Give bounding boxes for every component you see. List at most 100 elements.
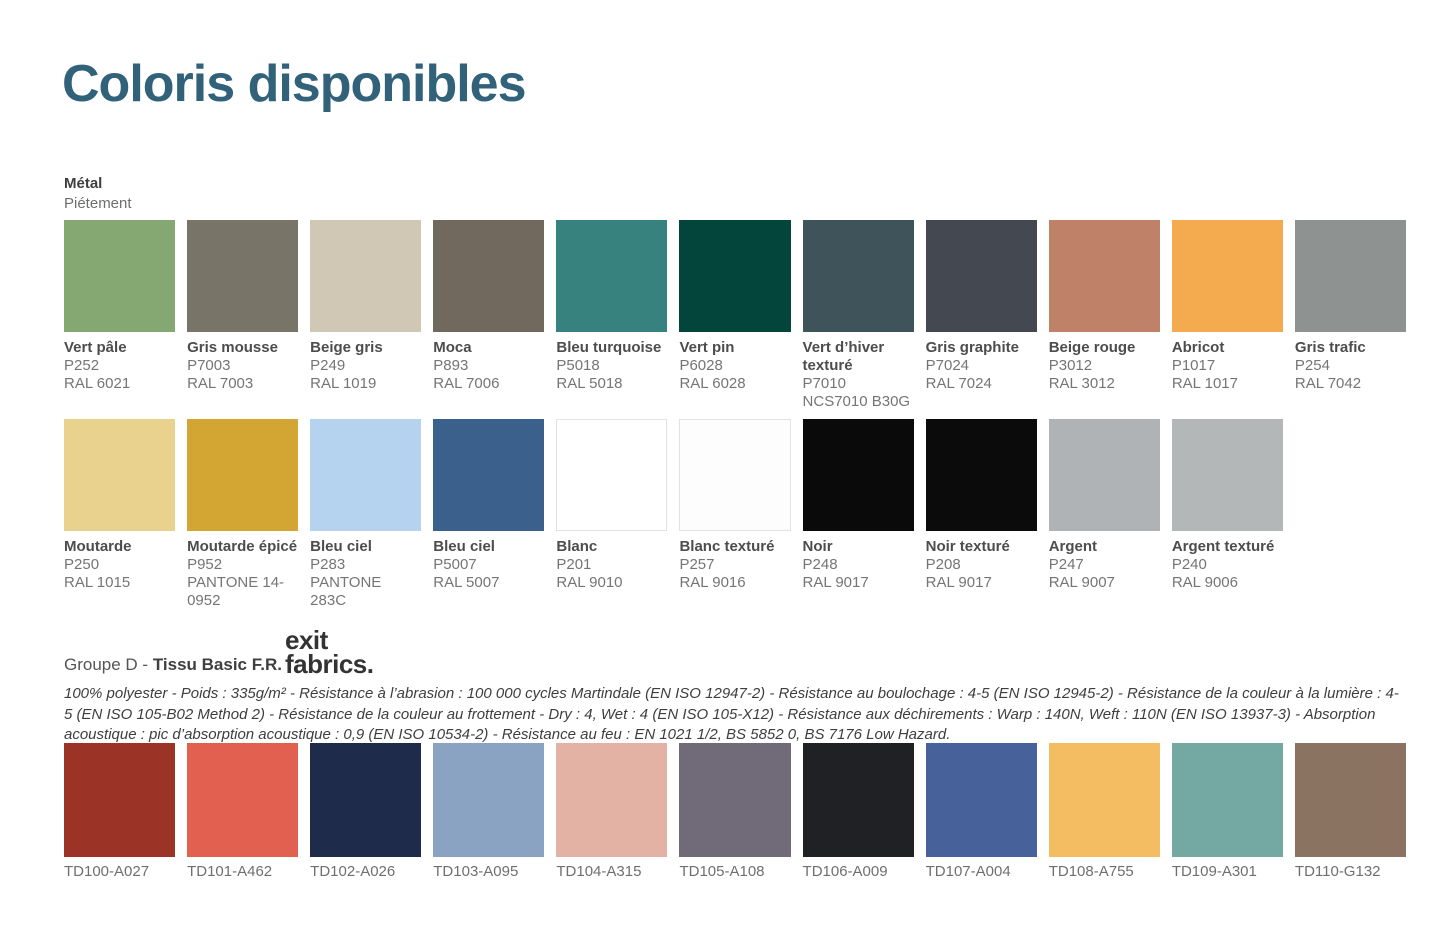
fabric-code: TD108-A755 bbox=[1048, 863, 1134, 880]
color-swatch bbox=[679, 220, 791, 332]
fabric-code: TD109-A301 bbox=[1171, 863, 1257, 880]
metal-swatch-cell: Blanc texturé P257 RAL 9016 bbox=[679, 419, 791, 610]
swatch-code-secondary: RAL 9017 bbox=[802, 574, 869, 591]
swatch-code-primary: P248 bbox=[802, 556, 838, 573]
fabric-color-swatch bbox=[1171, 743, 1283, 857]
fabric-group-prefix: Groupe D - bbox=[64, 655, 153, 674]
color-swatch bbox=[1048, 419, 1160, 531]
swatch-code-secondary: RAL 1015 bbox=[64, 574, 131, 591]
swatch-code-secondary: RAL 1019 bbox=[310, 375, 377, 392]
metal-swatch-cell: Vert pâle P252 RAL 6021 bbox=[64, 220, 176, 411]
swatch-code-secondary: RAL 9007 bbox=[1048, 574, 1115, 591]
swatch-code-primary: P208 bbox=[925, 556, 961, 573]
swatch-code-secondary: PANTONE 14-0952 bbox=[187, 574, 285, 609]
metal-swatch-row-1: Vert pâle P252 RAL 6021 Gris mousse P7003 RAL… bbox=[64, 220, 1406, 411]
color-swatch bbox=[187, 419, 299, 531]
fabric-group-title: Groupe D - Tissu Basic F.R. bbox=[64, 655, 282, 675]
fabric-swatch-cell: TD106-A009 bbox=[802, 743, 914, 881]
metal-swatch-cell: Bleu turquoise P5018 RAL 5018 bbox=[556, 220, 668, 411]
metal-swatch-cell: Argent P247 RAL 9007 bbox=[1048, 419, 1160, 610]
metal-subheading: Piétement bbox=[64, 195, 132, 212]
swatch-code-secondary: RAL 9006 bbox=[1171, 574, 1238, 591]
color-swatch bbox=[310, 419, 422, 531]
swatch-name: Gris mousse bbox=[187, 339, 278, 356]
swatch-name: Noir texturé bbox=[925, 538, 1010, 555]
swatch-code-primary: P3012 bbox=[1048, 357, 1093, 374]
swatch-code-secondary: RAL 9016 bbox=[679, 574, 746, 591]
fabric-code: TD101-A462 bbox=[187, 863, 273, 880]
swatch-code-primary: P247 bbox=[1048, 556, 1084, 573]
fabric-swatch-cell: TD103-A095 bbox=[433, 743, 545, 881]
metal-swatch-cell: Vert pin P6028 RAL 6028 bbox=[679, 220, 791, 411]
color-swatch bbox=[310, 220, 422, 332]
fabric-code: TD106-A009 bbox=[802, 863, 888, 880]
fabric-color-swatch bbox=[187, 743, 299, 857]
swatch-name: Argent texturé bbox=[1171, 538, 1275, 555]
fabric-spec-text: 100% polyester - Poids : 335g/m² - Résis… bbox=[64, 685, 1399, 744]
swatch-code-secondary: RAL 9010 bbox=[556, 574, 623, 591]
fabric-swatch-cell: TD110-G132 bbox=[1294, 743, 1406, 881]
fabric-color-swatch bbox=[433, 743, 545, 857]
swatch-code-secondary: RAL 5007 bbox=[433, 574, 500, 591]
color-swatch bbox=[556, 220, 668, 332]
color-swatch bbox=[679, 419, 791, 531]
swatch-name: Bleu ciel bbox=[433, 538, 495, 555]
swatch-code-primary: P240 bbox=[1171, 556, 1207, 573]
color-swatch bbox=[433, 419, 545, 531]
swatch-name: Noir bbox=[802, 538, 833, 555]
swatch-code-primary: P201 bbox=[556, 556, 592, 573]
metal-swatch-cell: Argent texturé P240 RAL 9006 bbox=[1171, 419, 1283, 610]
fabric-code: TD110-G132 bbox=[1294, 863, 1381, 880]
swatch-name: Gris graphite bbox=[925, 339, 1019, 356]
swatch-name: Vert d’hiver texturé bbox=[802, 339, 885, 374]
swatch-code-primary: P283 bbox=[310, 556, 346, 573]
swatch-name: Beige gris bbox=[310, 339, 383, 356]
swatch-code-primary: P250 bbox=[64, 556, 100, 573]
fabric-color-swatch bbox=[556, 743, 668, 857]
swatch-name: Beige rouge bbox=[1048, 339, 1136, 356]
metal-swatch-cell: Beige rouge P3012 RAL 3012 bbox=[1048, 220, 1160, 411]
swatch-code-primary: P5018 bbox=[556, 357, 600, 374]
swatch-name: Moutarde épicé bbox=[187, 538, 298, 555]
fabric-swatch-cell: TD105-A108 bbox=[679, 743, 791, 881]
swatch-name: Argent bbox=[1048, 538, 1098, 555]
color-swatch bbox=[556, 419, 668, 531]
metal-swatch-cell: Gris mousse P7003 RAL 7003 bbox=[187, 220, 299, 411]
metal-swatch-cell: Blanc P201 RAL 9010 bbox=[556, 419, 668, 610]
swatch-code-primary: P7003 bbox=[187, 357, 231, 374]
swatch-code-secondary: PANTONE 283C bbox=[310, 574, 382, 609]
metal-swatch-row-2: Moutarde P250 RAL 1015 Moutarde épicé P952 PA… bbox=[64, 419, 1406, 610]
swatch-code-primary: P252 bbox=[64, 357, 100, 374]
swatch-code-primary: P893 bbox=[433, 357, 469, 374]
swatch-code-secondary: RAL 5018 bbox=[556, 375, 623, 392]
swatch-code-primary: P6028 bbox=[679, 357, 723, 374]
swatch-code-secondary: RAL 3012 bbox=[1048, 375, 1115, 392]
fabric-color-swatch bbox=[1294, 743, 1406, 857]
color-swatch bbox=[1171, 220, 1283, 332]
swatch-code-secondary: RAL 6021 bbox=[64, 375, 131, 392]
swatch-name: Vert pin bbox=[679, 339, 735, 356]
swatch-code-secondary: RAL 6028 bbox=[679, 375, 746, 392]
color-swatch bbox=[64, 419, 176, 531]
fabric-code: TD102-A026 bbox=[310, 863, 396, 880]
fabric-group-name: Tissu Basic F.R. bbox=[152, 655, 282, 674]
color-swatch bbox=[433, 220, 545, 332]
swatch-code-primary: P7024 bbox=[925, 357, 969, 374]
swatch-code-secondary: RAL 7042 bbox=[1294, 375, 1362, 392]
fabric-color-swatch bbox=[1048, 743, 1160, 857]
color-swatch bbox=[1048, 220, 1160, 332]
swatch-code-secondary: RAL 7024 bbox=[925, 375, 992, 392]
metal-swatch-cell: Bleu ciel P5007 RAL 5007 bbox=[433, 419, 545, 610]
swatch-code-primary: P1017 bbox=[1171, 357, 1216, 374]
page-title: Coloris disponibles bbox=[62, 55, 526, 113]
metal-swatch-cell: Beige gris P249 RAL 1019 bbox=[310, 220, 422, 411]
swatch-code-secondary: RAL 7006 bbox=[433, 375, 500, 392]
fabric-swatch-cell: TD101-A462 bbox=[187, 743, 299, 881]
swatch-name: Blanc texturé bbox=[679, 538, 775, 555]
metal-swatch-cell: Moca P893 RAL 7006 bbox=[433, 220, 545, 411]
fabric-code: TD105-A108 bbox=[679, 863, 765, 880]
color-swatch bbox=[187, 220, 299, 332]
logo-line-2: fabrics. bbox=[285, 649, 374, 679]
color-swatch bbox=[1171, 419, 1283, 531]
